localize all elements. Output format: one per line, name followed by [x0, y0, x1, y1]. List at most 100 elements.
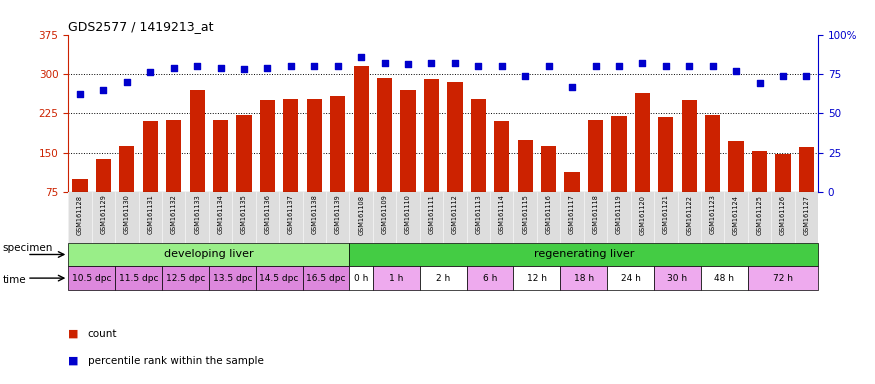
Text: 24 h: 24 h [620, 274, 640, 283]
Bar [330, 96, 346, 192]
Point [401, 61, 415, 68]
Bar [799, 147, 814, 192]
Bar [494, 121, 509, 192]
FancyBboxPatch shape [68, 243, 349, 266]
FancyBboxPatch shape [116, 266, 162, 290]
FancyBboxPatch shape [349, 266, 373, 290]
Text: 11.5 dpc: 11.5 dpc [119, 274, 158, 283]
Bar [471, 99, 486, 192]
Text: GSM161132: GSM161132 [171, 195, 177, 235]
Bar [682, 100, 696, 192]
Point [378, 60, 392, 66]
Bar [166, 119, 181, 192]
Bar [658, 117, 674, 192]
Text: 72 h: 72 h [773, 274, 793, 283]
Point [752, 80, 766, 86]
Text: specimen: specimen [3, 243, 53, 253]
Point [354, 53, 368, 60]
Text: 0 h: 0 h [354, 274, 368, 283]
Text: GSM161133: GSM161133 [194, 195, 200, 234]
FancyBboxPatch shape [349, 243, 818, 266]
FancyBboxPatch shape [701, 266, 748, 290]
Text: GSM161124: GSM161124 [733, 195, 739, 235]
Text: GSM161137: GSM161137 [288, 195, 294, 235]
Text: GSM161123: GSM161123 [710, 195, 716, 235]
Point [565, 83, 579, 89]
Text: time: time [3, 275, 26, 285]
FancyBboxPatch shape [209, 266, 256, 290]
Point [542, 63, 556, 69]
Bar [236, 115, 252, 192]
Text: 12.5 dpc: 12.5 dpc [165, 274, 205, 283]
Bar [634, 93, 650, 192]
Point [214, 65, 228, 71]
Text: GSM161117: GSM161117 [569, 195, 575, 235]
Point [237, 66, 251, 72]
Text: GSM161112: GSM161112 [452, 195, 458, 235]
Text: GSM161119: GSM161119 [616, 195, 622, 234]
Point [167, 65, 181, 71]
Text: GDS2577 / 1419213_at: GDS2577 / 1419213_at [68, 20, 213, 33]
Point [261, 65, 275, 71]
FancyBboxPatch shape [420, 266, 466, 290]
Text: GSM161130: GSM161130 [124, 195, 130, 235]
Point [307, 63, 321, 69]
Bar [752, 151, 767, 192]
Text: 30 h: 30 h [668, 274, 688, 283]
Text: GSM161134: GSM161134 [218, 195, 224, 235]
Bar [588, 120, 603, 192]
Point [612, 63, 626, 69]
Text: 6 h: 6 h [483, 274, 497, 283]
Text: 2 h: 2 h [436, 274, 451, 283]
Bar [306, 99, 322, 192]
Text: count: count [88, 329, 117, 339]
Bar [447, 82, 463, 192]
Bar [119, 146, 135, 192]
Point [589, 63, 603, 69]
FancyBboxPatch shape [654, 266, 701, 290]
Text: GSM161127: GSM161127 [803, 195, 809, 235]
Text: 1 h: 1 h [389, 274, 403, 283]
Text: 14.5 dpc: 14.5 dpc [260, 274, 299, 283]
Point [73, 91, 87, 98]
Text: GSM161111: GSM161111 [429, 195, 435, 234]
FancyBboxPatch shape [560, 266, 607, 290]
Text: 48 h: 48 h [714, 274, 734, 283]
Bar [564, 172, 580, 192]
Text: 13.5 dpc: 13.5 dpc [213, 274, 252, 283]
Point [682, 63, 696, 69]
Text: 18 h: 18 h [574, 274, 594, 283]
Text: GSM161114: GSM161114 [499, 195, 505, 235]
Text: 10.5 dpc: 10.5 dpc [72, 274, 111, 283]
Text: GSM161113: GSM161113 [475, 195, 481, 234]
Point [96, 87, 110, 93]
Point [729, 68, 743, 74]
Bar [190, 90, 205, 192]
Point [705, 63, 719, 69]
Point [472, 63, 486, 69]
Text: GSM161110: GSM161110 [405, 195, 411, 235]
Text: GSM161126: GSM161126 [780, 195, 786, 235]
FancyBboxPatch shape [303, 266, 349, 290]
FancyBboxPatch shape [255, 266, 303, 290]
Point [494, 63, 508, 69]
Text: GSM161135: GSM161135 [241, 195, 247, 235]
Point [800, 73, 814, 79]
Point [659, 63, 673, 69]
Bar [541, 146, 556, 192]
Text: 12 h: 12 h [527, 274, 547, 283]
Point [518, 73, 532, 79]
Bar [518, 139, 533, 192]
FancyBboxPatch shape [162, 266, 209, 290]
Point [190, 63, 204, 69]
FancyBboxPatch shape [466, 266, 514, 290]
Text: regenerating liver: regenerating liver [534, 250, 634, 260]
FancyBboxPatch shape [373, 266, 420, 290]
Text: 16.5 dpc: 16.5 dpc [306, 274, 346, 283]
Text: GSM161116: GSM161116 [546, 195, 551, 235]
Bar [260, 100, 275, 192]
FancyBboxPatch shape [514, 266, 560, 290]
Text: ■: ■ [68, 329, 79, 339]
Text: ■: ■ [68, 356, 79, 366]
Text: GSM161108: GSM161108 [358, 195, 364, 235]
